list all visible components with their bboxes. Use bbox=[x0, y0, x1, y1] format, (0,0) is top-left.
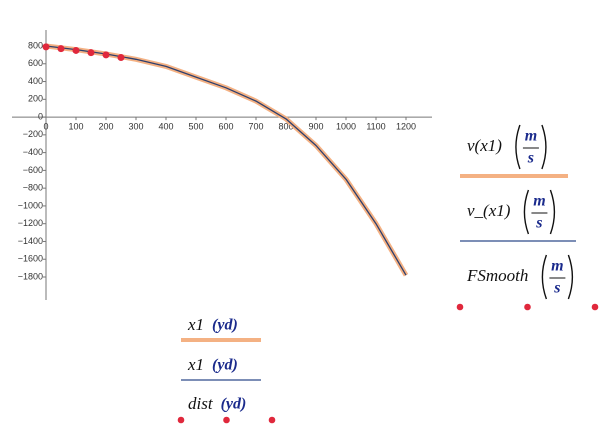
x-tick-label: 500 bbox=[188, 121, 203, 131]
unit-numerator: m bbox=[533, 193, 545, 210]
x-tick-label: 400 bbox=[158, 121, 173, 131]
y-tick-label: 400 bbox=[28, 76, 43, 86]
legend-dot bbox=[524, 303, 531, 311]
legend-dot bbox=[223, 416, 230, 424]
y-tick-label: −1000 bbox=[18, 200, 43, 210]
parenthesis bbox=[541, 124, 547, 170]
legend-label: v(x1) bbox=[467, 136, 502, 155]
x-tick-label: 100 bbox=[68, 121, 83, 131]
scatter-point bbox=[117, 54, 125, 62]
y-tick-label: −1600 bbox=[18, 254, 43, 264]
x-tick-label: 600 bbox=[218, 121, 233, 131]
x-tick-label: 0 bbox=[43, 121, 48, 131]
parenthesis bbox=[515, 124, 521, 170]
legend-dot bbox=[591, 303, 599, 311]
x-legend-label: x1 bbox=[187, 355, 204, 374]
parenthesis bbox=[549, 189, 556, 235]
scatter-point bbox=[42, 43, 50, 51]
y-tick-label: 0 bbox=[38, 111, 43, 121]
x-tick-label: 800 bbox=[278, 121, 293, 131]
scatter-point bbox=[102, 51, 110, 59]
y-tick-label: 800 bbox=[28, 40, 43, 50]
x-legend-label: dist bbox=[188, 394, 214, 413]
x-tick-label: 900 bbox=[308, 121, 323, 131]
legend-dot bbox=[177, 416, 185, 424]
unit-denominator: s bbox=[535, 215, 542, 232]
unit-numerator: m bbox=[551, 258, 563, 275]
x-legend-entry: x1 (yd) bbox=[181, 355, 261, 381]
legend-label: FSmooth bbox=[466, 266, 528, 285]
x-tick-label: 200 bbox=[98, 121, 113, 131]
legend-entry: v(x1) ms bbox=[460, 124, 568, 178]
y-tick-label: −1800 bbox=[18, 271, 43, 281]
x-tick-label: 300 bbox=[128, 121, 143, 131]
parenthesis bbox=[567, 254, 574, 300]
x-unit: (yd) bbox=[221, 396, 247, 413]
legend-dot bbox=[268, 416, 276, 424]
legend-dot bbox=[456, 303, 464, 311]
plot-area: 0 100 200 300 400 500 600 700 800 900 1000 1100 1200… bbox=[12, 30, 432, 300]
y-tick-label: −600 bbox=[23, 165, 43, 175]
x-legend-entry: dist (yd) bbox=[177, 394, 276, 424]
x-legend-entry: x1 (yd) bbox=[181, 315, 261, 342]
x-unit: (yd) bbox=[212, 317, 238, 334]
y-tick-label: −400 bbox=[23, 147, 43, 157]
legend-entry: v_(x1) ms bbox=[460, 189, 576, 242]
y-tick-label: 200 bbox=[28, 94, 43, 104]
unit-denominator: s bbox=[527, 150, 534, 167]
y-tick-label: −1400 bbox=[18, 236, 43, 246]
scatter-point bbox=[72, 46, 80, 54]
x-tick-label: 1000 bbox=[336, 121, 356, 131]
series-line bbox=[45, 43, 409, 277]
legend-entry: FSmooth ms bbox=[456, 254, 599, 311]
x-unit: (yd) bbox=[212, 357, 238, 374]
unit-numerator: m bbox=[525, 128, 537, 145]
y-tick-label: 600 bbox=[28, 58, 43, 68]
legend-label: v_(x1) bbox=[467, 201, 511, 220]
unit-denominator: s bbox=[553, 280, 560, 297]
scatter-point bbox=[87, 49, 95, 57]
x-tick-label: 1100 bbox=[366, 121, 385, 131]
x-tick-label: 1200 bbox=[396, 121, 416, 131]
series-line bbox=[45, 45, 407, 276]
parenthesis bbox=[541, 254, 548, 300]
y-tick-label: −200 bbox=[23, 129, 43, 139]
x-tick-label: 700 bbox=[248, 121, 263, 131]
parenthesis bbox=[523, 189, 530, 235]
scatter-point bbox=[57, 45, 65, 53]
y-tick-label: −800 bbox=[23, 183, 43, 193]
x-legend-label: x1 bbox=[187, 315, 204, 334]
y-tick-label: −1200 bbox=[18, 218, 43, 228]
